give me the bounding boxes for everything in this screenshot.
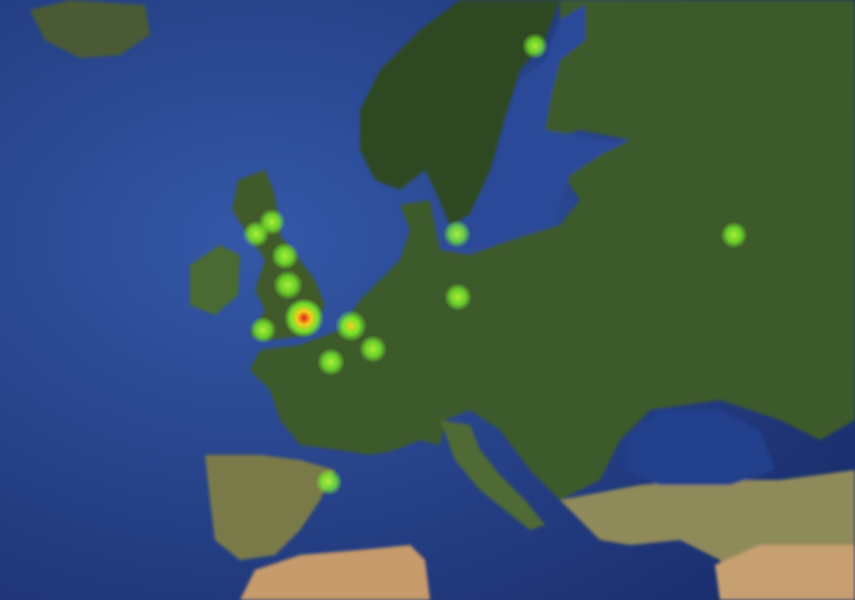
sea-black xyxy=(625,410,775,485)
heat-point xyxy=(317,348,345,376)
land-iberia xyxy=(205,455,335,560)
sea-baltic xyxy=(455,5,630,250)
heat-point xyxy=(271,242,299,270)
land-north-africa xyxy=(240,545,430,600)
heat-point xyxy=(359,335,387,363)
heat-point xyxy=(720,221,748,249)
heatmap-layer xyxy=(242,33,748,496)
heat-point xyxy=(315,468,343,496)
land-continent xyxy=(250,0,855,500)
land-iceland xyxy=(30,0,150,58)
heat-point xyxy=(335,310,367,342)
land-middle-east xyxy=(715,545,855,600)
land-ireland xyxy=(190,245,240,315)
heat-point xyxy=(444,283,472,311)
heat-point xyxy=(443,220,471,248)
heat-point xyxy=(284,298,324,338)
land-scandinavia xyxy=(360,0,560,225)
heat-point xyxy=(273,270,303,300)
heat-point xyxy=(249,316,277,344)
heat-point xyxy=(522,33,548,59)
heat-point xyxy=(242,220,270,248)
land-italy xyxy=(440,420,545,530)
